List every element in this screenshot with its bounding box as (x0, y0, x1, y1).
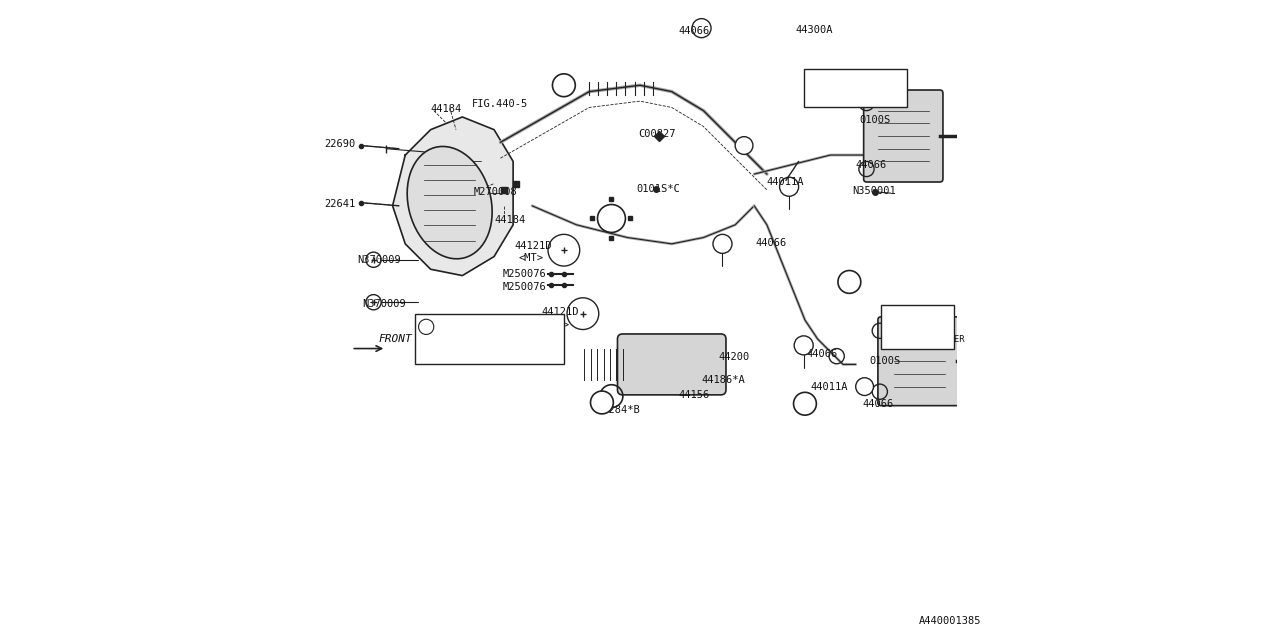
Text: FOR WITH CUTTER: FOR WITH CUTTER (883, 335, 964, 344)
Text: M660014  (-0901): M660014 (-0901) (439, 322, 532, 332)
Text: 0100S: 0100S (859, 115, 890, 125)
Text: A: A (561, 80, 567, 90)
Text: N350001: N350001 (852, 186, 896, 196)
Text: <SS>: <SS> (545, 320, 570, 330)
Bar (881, 305, 954, 349)
Text: 44066: 44066 (861, 399, 893, 409)
Text: 0105S    (0901-): 0105S (0901-) (439, 346, 532, 356)
Text: N370009: N370009 (362, 298, 406, 308)
Text: B: B (846, 277, 852, 287)
Text: 44156: 44156 (678, 390, 709, 400)
Text: 44300A: 44300A (795, 25, 833, 35)
FancyBboxPatch shape (617, 334, 726, 395)
Text: 44066: 44066 (806, 349, 838, 359)
Text: 44284*B: 44284*B (596, 405, 640, 415)
Text: N370009: N370009 (357, 255, 402, 266)
Text: <MT>: <MT> (518, 253, 543, 263)
Text: 0101S*C: 0101S*C (637, 184, 681, 194)
Text: 44184: 44184 (494, 215, 525, 225)
Text: 44184: 44184 (430, 104, 462, 115)
Text: M250076: M250076 (503, 282, 547, 292)
Text: A440001385: A440001385 (919, 616, 982, 627)
Circle shape (794, 392, 817, 415)
Circle shape (735, 137, 753, 154)
Text: 44200: 44200 (718, 352, 750, 362)
Text: 22641: 22641 (324, 199, 356, 209)
Text: 22690: 22690 (324, 139, 356, 148)
Text: 44011A: 44011A (767, 177, 804, 188)
Polygon shape (393, 117, 513, 276)
Circle shape (590, 391, 613, 414)
Text: 44300B: 44300B (883, 310, 922, 321)
Text: FRONT: FRONT (379, 334, 412, 344)
Text: 44066: 44066 (678, 26, 709, 36)
Text: M250076: M250076 (503, 269, 547, 279)
Text: B: B (803, 399, 808, 409)
Text: 44371: 44371 (808, 85, 840, 95)
Circle shape (419, 319, 434, 335)
Text: FOR WITH CUTTER: FOR WITH CUTTER (808, 95, 888, 104)
Text: 44186*A: 44186*A (701, 374, 745, 385)
Text: 1: 1 (422, 323, 428, 332)
Text: 44371: 44371 (883, 321, 915, 332)
Bar (804, 69, 908, 108)
Text: 44121D: 44121D (541, 307, 579, 317)
Text: A: A (599, 397, 605, 408)
Text: 44011A: 44011A (810, 381, 847, 392)
FancyBboxPatch shape (878, 317, 960, 406)
Text: 44121D: 44121D (515, 241, 552, 251)
Text: 1: 1 (863, 382, 867, 391)
Bar (415, 314, 564, 364)
Text: 0100S: 0100S (869, 356, 901, 366)
Ellipse shape (407, 147, 492, 259)
Circle shape (838, 271, 860, 293)
Text: C00827: C00827 (639, 129, 676, 139)
Text: M270008: M270008 (474, 187, 517, 197)
Text: FIG.440-5: FIG.440-5 (472, 99, 529, 109)
Text: 1: 1 (741, 141, 746, 150)
Text: 44300A: 44300A (808, 73, 846, 83)
Text: 44066: 44066 (856, 159, 887, 170)
Circle shape (553, 74, 575, 97)
Text: 44066: 44066 (755, 238, 787, 248)
FancyBboxPatch shape (864, 90, 943, 182)
Circle shape (856, 378, 873, 396)
